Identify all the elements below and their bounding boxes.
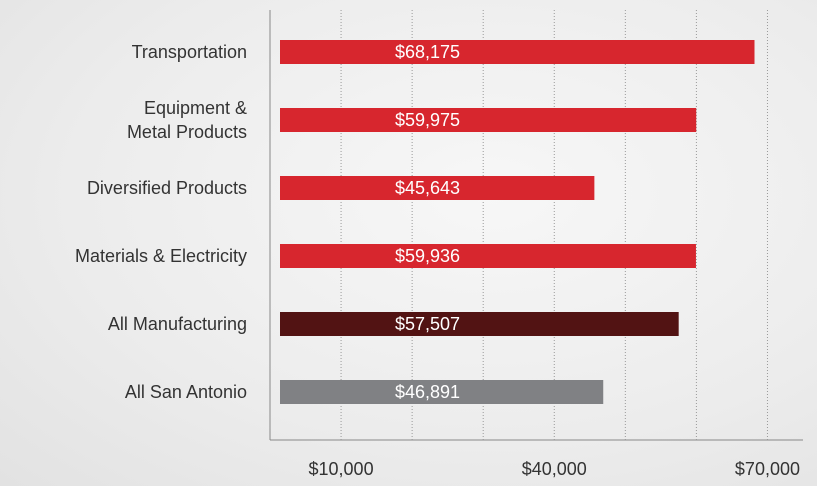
bar	[280, 312, 679, 336]
bar	[280, 176, 595, 200]
value-label: $59,936	[395, 246, 460, 266]
x-tick-label: $70,000	[735, 459, 800, 479]
value-label: $59,975	[395, 110, 460, 130]
category-label: Diversified Products	[86, 178, 247, 198]
bar	[280, 40, 755, 64]
x-tick-label: $40,000	[522, 459, 587, 479]
x-tick-label: $10,000	[309, 459, 374, 479]
bar	[280, 108, 697, 132]
value-label: $46,891	[395, 382, 460, 402]
value-label: $68,175	[395, 42, 460, 62]
category-label: Equipment & Metal Products	[126, 98, 247, 142]
category-label: All San Antonio	[124, 382, 247, 402]
bar	[280, 380, 604, 404]
category-label: Transportation	[131, 42, 247, 62]
category-label: Materials & Electricity	[74, 246, 247, 266]
value-label: $57,507	[395, 314, 460, 334]
category-label: All Manufacturing	[107, 314, 247, 334]
bar	[280, 244, 696, 268]
value-label: $45,643	[395, 178, 460, 198]
